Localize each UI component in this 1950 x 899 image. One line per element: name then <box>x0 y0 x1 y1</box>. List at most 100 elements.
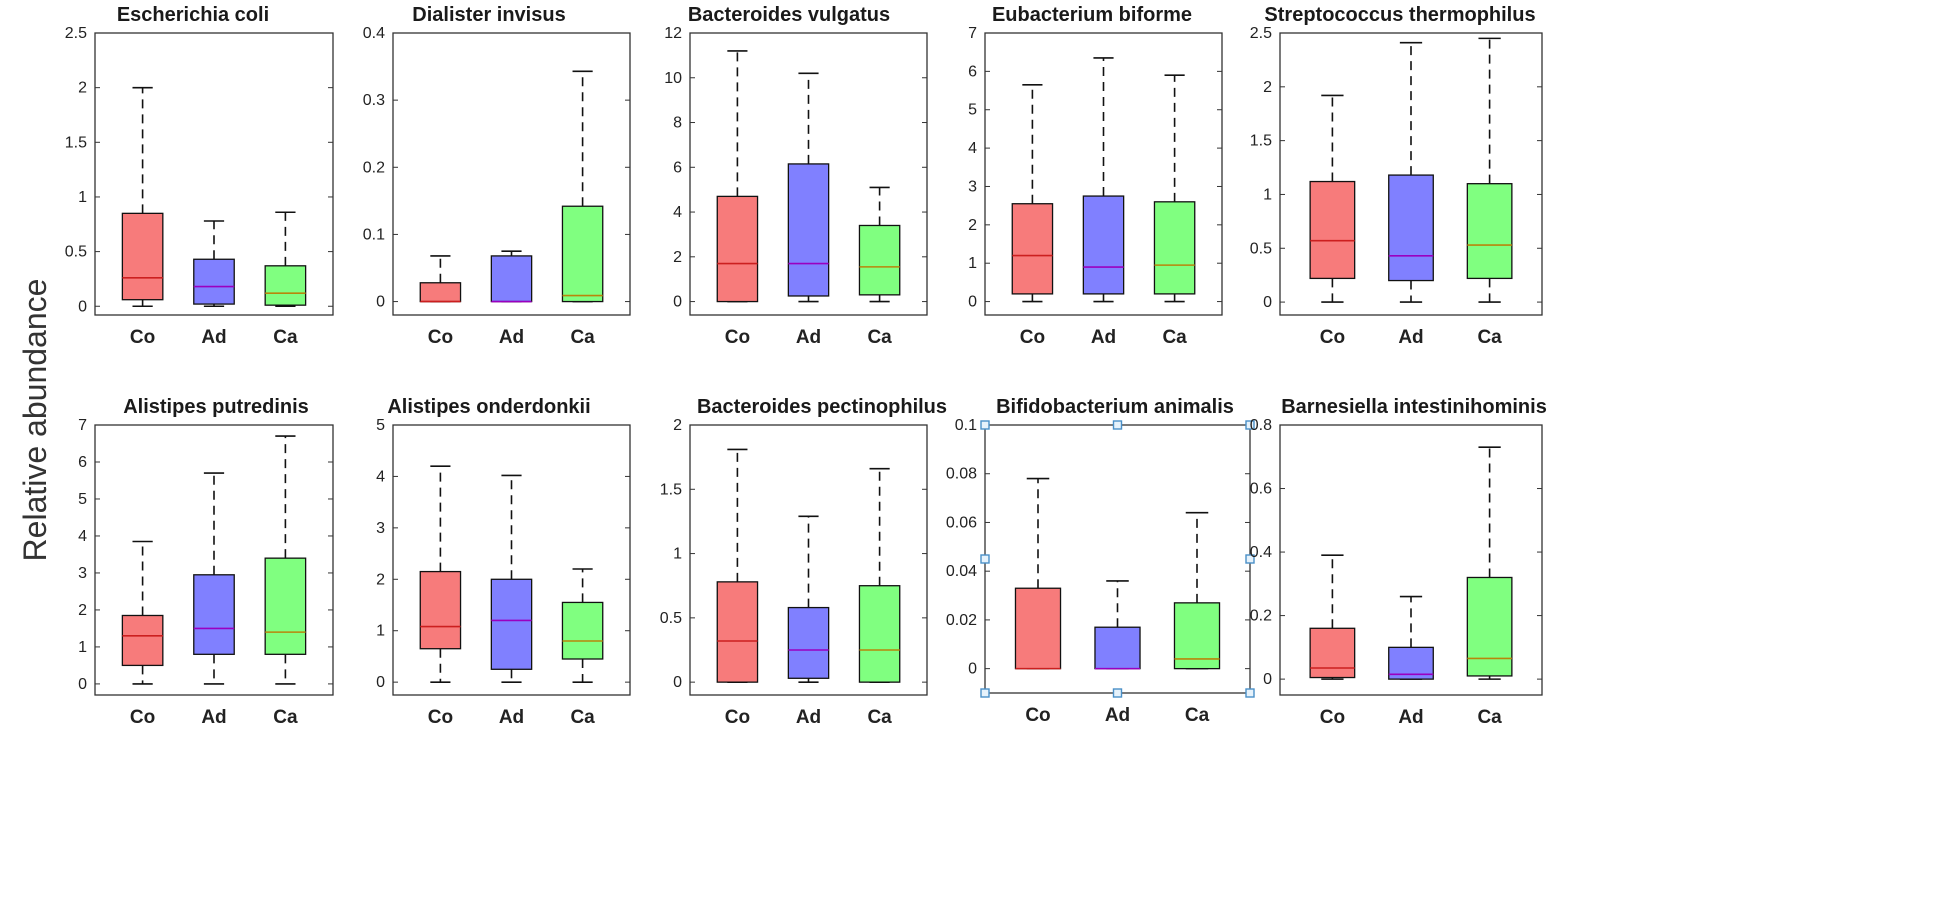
box-ca <box>858 467 901 683</box>
x-tick-label: Co <box>725 707 750 728</box>
y-tick-label: 1 <box>78 639 87 656</box>
panel-1: Dialister invisus 0 0.1 0.2 0.3 0.4 Co Ad Ca <box>363 4 631 348</box>
y-tick-label: 12 <box>664 25 682 42</box>
y-tick-label: 6 <box>968 63 977 80</box>
y-tick-label: 0.4 <box>1250 544 1272 561</box>
x-tick-label: Ca <box>1477 707 1502 728</box>
y-tick-label: 3 <box>376 520 385 537</box>
y-tick-label: 0 <box>1263 294 1272 311</box>
box-ca <box>1466 446 1513 680</box>
panel-5: Alistipes putredinis 0 1 2 3 4 5 6 7 Co Ad Ca <box>78 396 334 728</box>
x-tick-label: Ca <box>273 327 298 348</box>
y-tick-label: 0.5 <box>660 610 682 627</box>
y-tick-label: 0.5 <box>65 244 87 261</box>
box-iqr <box>490 255 533 303</box>
box-ad <box>490 474 533 683</box>
selection-handle[interactable] <box>1245 420 1255 430</box>
y-tick-label: 2 <box>376 571 385 588</box>
box-iqr <box>1466 576 1513 677</box>
box-ca <box>264 211 307 308</box>
box-co <box>1011 83 1054 303</box>
y-tick-label: 6 <box>673 159 682 176</box>
x-tick-label: Ca <box>1162 327 1187 348</box>
box-iqr <box>1094 626 1141 670</box>
y-tick-label: 1 <box>376 623 385 640</box>
box-iqr <box>264 557 307 655</box>
selection-handle[interactable] <box>1112 688 1123 698</box>
panel-2: Bacteroides vulgatus 0 2 4 6 8 10 12 Co Ad Ca <box>664 4 928 348</box>
y-tick-label: 2 <box>673 249 682 266</box>
box-co <box>716 448 759 683</box>
box-ad <box>787 72 830 303</box>
panel-6: Alistipes onderdonkii 0 1 2 3 4 5 Co Ad Ca <box>376 396 631 728</box>
selection-handle[interactable] <box>980 554 990 564</box>
y-tick-label: 0 <box>376 294 385 311</box>
x-tick-label: Ad <box>796 327 821 348</box>
box-iqr <box>1173 602 1221 670</box>
y-tick-label: 10 <box>664 70 682 87</box>
y-tick-label: 0.2 <box>363 159 385 176</box>
x-tick-label: Ca <box>867 327 892 348</box>
y-tick-label: 0 <box>78 676 87 693</box>
box-ad <box>1082 57 1125 303</box>
box-iqr <box>1309 627 1356 679</box>
box-iqr <box>490 578 533 670</box>
y-tick-label: 1 <box>1263 186 1272 203</box>
y-tick-label: 0.8 <box>1250 417 1272 434</box>
y-tick-label: 1.5 <box>1250 133 1272 150</box>
box-co <box>121 540 164 685</box>
y-tick-label: 0.06 <box>946 514 977 531</box>
box-iqr <box>1466 183 1513 280</box>
box-iqr <box>561 601 604 660</box>
y-tick-label: 0.02 <box>946 612 977 629</box>
panel-title: Streptococcus thermophilus <box>1264 4 1535 26</box>
selection-handle[interactable] <box>1245 554 1255 564</box>
x-tick-label: Ad <box>1105 705 1130 726</box>
x-tick-label: Co <box>130 707 155 728</box>
x-tick-label: Co <box>428 327 453 348</box>
box-ca <box>1173 511 1221 670</box>
box-co <box>121 86 164 308</box>
box-co <box>1309 94 1356 303</box>
x-tick-label: Ad <box>499 707 524 728</box>
panel-title: Bacteroides vulgatus <box>688 4 890 26</box>
selection-handle[interactable] <box>980 420 990 430</box>
panel-title: Bacteroides pectinophilus <box>697 396 947 418</box>
y-tick-label: 2.5 <box>65 25 87 42</box>
x-tick-label: Co <box>1025 705 1050 726</box>
panel-title: Eubacterium biforme <box>992 4 1192 26</box>
box-co <box>419 465 462 683</box>
y-tick-label: 6 <box>78 454 87 471</box>
box-iqr <box>787 606 830 679</box>
y-tick-label: 0 <box>1263 671 1272 688</box>
x-tick-label: Co <box>428 707 453 728</box>
box-iqr <box>1388 174 1434 282</box>
box-iqr <box>561 205 604 303</box>
box-iqr <box>858 224 901 296</box>
y-tick-label: 2 <box>1263 79 1272 96</box>
panel-8: Bifidobacterium animalis 0 0.02 0.04 0.06 0.0… <box>946 396 1255 726</box>
y-tick-label: 5 <box>968 102 977 119</box>
box-iqr <box>1011 203 1054 295</box>
box-iqr <box>121 212 164 301</box>
y-tick-label: 3 <box>78 565 87 582</box>
box-iqr <box>193 574 235 655</box>
box-co <box>1014 477 1062 670</box>
box-ad <box>1388 41 1434 303</box>
y-tick-label: 1.5 <box>660 481 682 498</box>
x-tick-label: Ca <box>570 327 595 348</box>
x-tick-label: Ad <box>201 327 226 348</box>
box-ad <box>787 515 830 683</box>
selection-handle[interactable] <box>1112 420 1123 430</box>
box-iqr <box>787 163 830 297</box>
panel-4: Streptococcus thermophilus 0 0.5 1 1.5 2 2.5 Co… <box>1250 4 1543 348</box>
selection-handle[interactable] <box>980 688 990 698</box>
y-tick-label: 2.5 <box>1250 25 1272 42</box>
box-ad <box>193 472 235 685</box>
selection-handle[interactable] <box>1245 688 1255 698</box>
y-tick-label: 0.3 <box>363 92 385 109</box>
box-iqr <box>1309 180 1356 280</box>
y-tick-label: 1 <box>78 189 87 206</box>
